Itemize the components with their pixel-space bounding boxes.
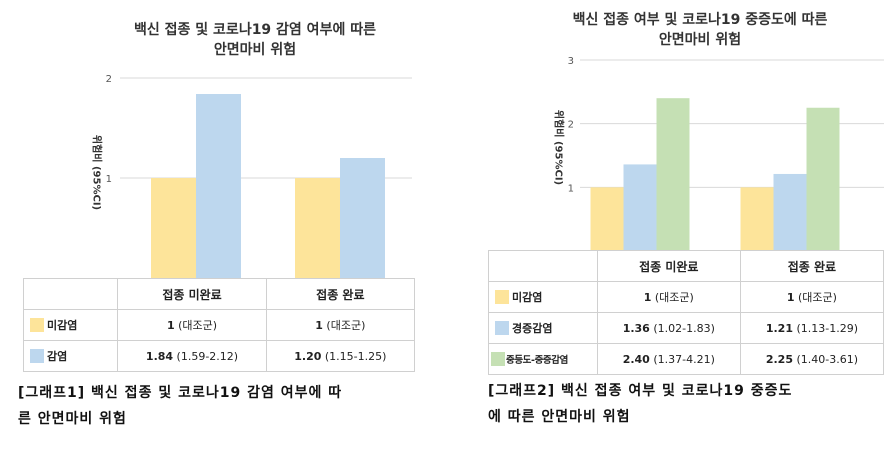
- y-tick-label: 2: [106, 74, 112, 85]
- table-row: 경증감염 1.36 (1.02-1.83) 1.21 (1.13-1.29): [488, 312, 885, 344]
- row-label: 미감염: [47, 319, 78, 332]
- table-cell: 2.25 (1.40-3.61): [739, 343, 885, 375]
- chart2-title-line1: 백신 접종 여부 및 코로나19 중증도에 따른: [572, 12, 828, 28]
- table-header: 접종 미완료: [596, 250, 741, 282]
- row-label: 미감염: [512, 291, 543, 304]
- caption-line: [그래프1] 백신 접종 및 코로나19 감염 여부에 따: [18, 385, 343, 401]
- cell-ci: (1.15-1.25): [321, 349, 387, 363]
- table-header: 접종 완료: [265, 278, 416, 310]
- cell-ci: (1.40-3.61): [792, 352, 859, 366]
- chart1-data-table: 접종 미완료 접종 완료 미감염 1 (대조군) 1 (대조군) 감염 1.84…: [22, 278, 416, 372]
- cell-ci: (대조군): [174, 319, 218, 332]
- legend-swatch-uninfected: [495, 290, 509, 304]
- row-label: 중등도-중증감염: [506, 355, 568, 366]
- cell-value: 1: [315, 319, 323, 332]
- bar: [623, 164, 657, 251]
- bar: [806, 107, 840, 251]
- table-cell: 1 (대조군): [596, 281, 741, 313]
- y-tick-label: 3: [568, 56, 574, 67]
- chart1-plot: 12: [106, 74, 412, 278]
- cell-value: 1: [643, 291, 652, 304]
- table-cell: 1.36 (1.02-1.83): [596, 312, 741, 344]
- chart1-table-header-row: 접종 미완료 접종 완료: [22, 278, 416, 310]
- y-tick-label: 1: [568, 183, 574, 194]
- bar: [773, 173, 807, 251]
- table-corner-cell: [488, 250, 598, 282]
- row-label: 감염: [47, 350, 68, 363]
- chart-panel-2: 백신 접종 여부 및 코로나19 중증도에 따른 안면마비 위험 위험비 (95…: [470, 0, 889, 459]
- y-tick-label: 2: [568, 120, 574, 131]
- caption-line: 른 안면마비 위험: [18, 411, 127, 427]
- row-label-cell: 미감염: [22, 309, 119, 341]
- row-label-cell: 중등도-중증감염: [488, 343, 598, 375]
- cell-ci: (1.13-1.29): [792, 321, 859, 335]
- table-cell: 1.84 (1.59-2.12): [117, 340, 267, 372]
- chart1-title-line2: 안면마비 위험: [213, 42, 297, 58]
- bar: [740, 187, 774, 251]
- table-cell: 1.20 (1.15-1.25): [265, 340, 416, 372]
- row-label-cell: 경증감염: [488, 312, 598, 344]
- cell-ci: (1.37-4.21): [649, 352, 715, 366]
- legend-swatch-severe: [491, 352, 505, 366]
- row-label-cell: 미감염: [488, 281, 598, 313]
- cell-value: 1.36: [622, 321, 650, 335]
- caption-line: 에 따른 안면마비 위험: [488, 409, 631, 425]
- chart2-table-header-row: 접종 미완료 접종 완료: [488, 250, 885, 282]
- cell-value: 1: [166, 319, 175, 332]
- bar: [656, 98, 690, 251]
- table-row: 미감염 1 (대조군) 1 (대조군): [22, 309, 416, 341]
- cell-value: 1.84: [145, 349, 174, 363]
- bar: [151, 178, 196, 278]
- table-row: 중등도-중증감염 2.40 (1.37-4.21) 2.25 (1.40-3.6…: [488, 343, 885, 375]
- bar: [196, 94, 241, 278]
- cell-value: 2.25: [765, 352, 793, 366]
- cell-ci: (1.02-1.83): [649, 321, 715, 335]
- bar: [590, 187, 624, 251]
- cell-value: 2.40: [622, 352, 650, 366]
- cell-ci: (1.59-2.12): [173, 349, 239, 363]
- table-corner-cell: [22, 278, 119, 310]
- bar: [295, 178, 340, 278]
- cell-value: 1.21: [765, 321, 793, 335]
- cell-ci: (대조군): [794, 291, 837, 304]
- row-label: 경증감염: [512, 322, 553, 335]
- table-row: 감염 1.84 (1.59-2.12) 1.20 (1.15-1.25): [22, 340, 416, 372]
- chart1-caption: [그래프1] 백신 접종 및 코로나19 감염 여부에 따 른 안면마비 위험: [18, 380, 438, 432]
- table-header: 접종 완료: [739, 250, 885, 282]
- cell-value: 1: [786, 291, 795, 304]
- caption-line: [그래프2] 백신 접종 여부 및 코로나19 중증도: [488, 383, 793, 399]
- chart2-title-line2: 안면마비 위험: [658, 32, 742, 48]
- y-tick-label: 1: [106, 174, 112, 185]
- legend-swatch-unvaccinated: [30, 318, 44, 332]
- chart2-plot: 1 2 3: [568, 56, 884, 251]
- table-row: 미감염 1 (대조군) 1 (대조군): [488, 281, 885, 313]
- table-cell: 1.21 (1.13-1.29): [739, 312, 885, 344]
- cell-value: 1.20: [294, 349, 322, 363]
- chart1-title-line1: 백신 접종 및 코로나19 감염 여부에 따른: [134, 22, 376, 38]
- chart1-title: 백신 접종 및 코로나19 감염 여부에 따른 안면마비 위험: [70, 20, 440, 60]
- legend-swatch-infected: [30, 349, 44, 363]
- table-cell: 2.40 (1.37-4.21): [596, 343, 741, 375]
- row-label-cell: 감염: [22, 340, 119, 372]
- bar: [340, 158, 385, 278]
- cell-ci: (대조군): [651, 291, 694, 304]
- legend-swatch-mild: [495, 321, 509, 335]
- chart2-caption: [그래프2] 백신 접종 여부 및 코로나19 중증도 에 따른 안면마비 위험: [488, 378, 888, 430]
- table-cell: 1 (대조군): [117, 309, 267, 341]
- chart2-data-table: 접종 미완료 접종 완료 미감염 1 (대조군) 1 (대조군) 경증감염 1.…: [488, 250, 885, 375]
- chart2-title: 백신 접종 여부 및 코로나19 중증도에 따른 안면마비 위험: [530, 10, 870, 50]
- chart-panel-1: 백신 접종 및 코로나19 감염 여부에 따른 안면마비 위험 위험비 (95%…: [0, 0, 440, 459]
- table-cell: 1 (대조군): [739, 281, 885, 313]
- table-cell: 1 (대조군): [265, 309, 416, 341]
- table-header: 접종 미완료: [117, 278, 267, 310]
- cell-ci: (대조군): [322, 319, 366, 332]
